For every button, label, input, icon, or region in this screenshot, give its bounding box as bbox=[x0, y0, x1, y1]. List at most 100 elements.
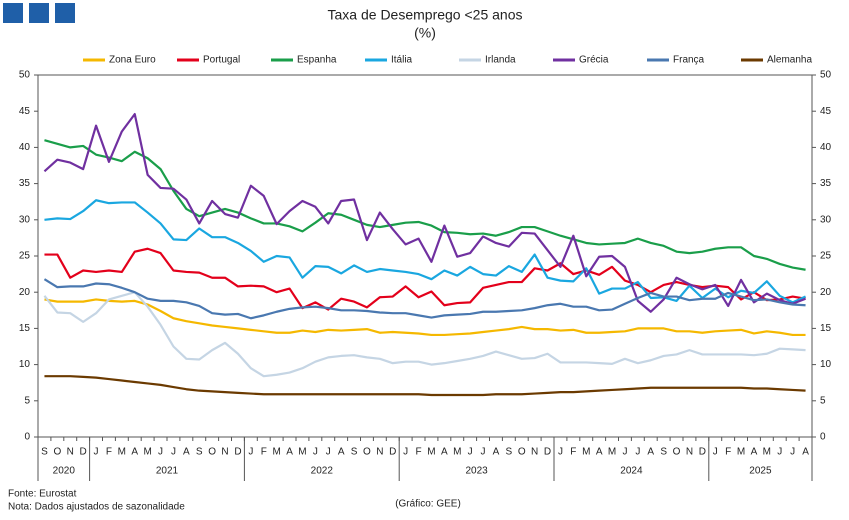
x-tick-label: J bbox=[326, 447, 331, 458]
x-tick-label: M bbox=[608, 447, 616, 458]
source: Fonte: Eurostat bbox=[8, 489, 77, 500]
x-tick-label: M bbox=[118, 447, 126, 458]
logo-block bbox=[29, 3, 49, 23]
chart-subtitle: (%) bbox=[414, 25, 436, 41]
x-group-label: 2023 bbox=[465, 466, 488, 477]
x-tick-label: J bbox=[94, 447, 99, 458]
series-line bbox=[43, 113, 806, 313]
x-tick-label: M bbox=[143, 447, 151, 458]
x-tick-label: M bbox=[298, 447, 306, 458]
x-tick-label: S bbox=[660, 447, 667, 458]
x-tick-label: A bbox=[802, 447, 809, 458]
x-tick-label: O bbox=[673, 447, 681, 458]
x-tick-label: A bbox=[751, 447, 758, 458]
x-tick-label: O bbox=[363, 447, 371, 458]
x-tick-label: F bbox=[725, 447, 731, 458]
x-tick-label: J bbox=[713, 447, 718, 458]
y-tick-label: 40 bbox=[19, 142, 31, 153]
x-tick-label: F bbox=[415, 447, 421, 458]
y-tick-label: 35 bbox=[19, 178, 31, 189]
y-tick-label: 50 bbox=[19, 70, 31, 81]
x-tick-label: M bbox=[582, 447, 590, 458]
y-tick-label: 20 bbox=[19, 287, 31, 298]
x-tick-label: O bbox=[208, 447, 216, 458]
x-tick-label: A bbox=[183, 447, 190, 458]
x-tick-label: M bbox=[453, 447, 461, 458]
x-tick-label: O bbox=[518, 447, 526, 458]
x-tick-label: J bbox=[171, 447, 176, 458]
series-line bbox=[44, 199, 807, 304]
legend-label: Portugal bbox=[203, 55, 240, 66]
series-line bbox=[43, 278, 806, 320]
x-tick-label: J bbox=[481, 447, 486, 458]
y-tick-label: 0 bbox=[24, 432, 30, 443]
x-tick-label: D bbox=[389, 447, 396, 458]
x-tick-label: F bbox=[261, 447, 267, 458]
x-tick-label: F bbox=[106, 447, 112, 458]
y2-tick-label: 15 bbox=[820, 323, 832, 334]
series-line bbox=[44, 139, 806, 271]
x-tick-label: J bbox=[248, 447, 253, 458]
x-tick-label: A bbox=[493, 447, 500, 458]
legend-label: Zona Euro bbox=[109, 55, 156, 66]
y2-tick-label: 50 bbox=[820, 70, 832, 81]
x-tick-label: J bbox=[622, 447, 627, 458]
x-tick-label: J bbox=[403, 447, 408, 458]
x-tick-label: A bbox=[647, 447, 654, 458]
y2-tick-label: 40 bbox=[820, 142, 832, 153]
x-tick-label: F bbox=[570, 447, 576, 458]
y2-tick-label: 45 bbox=[820, 106, 832, 117]
legend-label: Alemanha bbox=[767, 55, 812, 66]
y-tick-label: 45 bbox=[19, 106, 31, 117]
y2-tick-label: 30 bbox=[820, 214, 832, 225]
y2-tick-label: 10 bbox=[820, 359, 832, 370]
legend-label: Irlanda bbox=[485, 55, 516, 66]
x-tick-label: A bbox=[338, 447, 345, 458]
x-group-label: 2024 bbox=[620, 466, 643, 477]
logo-block bbox=[55, 3, 75, 23]
legend-label: Grécia bbox=[579, 55, 609, 66]
x-tick-label: J bbox=[313, 447, 318, 458]
series-line bbox=[44, 247, 806, 311]
x-tick-label: M bbox=[763, 447, 771, 458]
x-tick-label: N bbox=[376, 447, 383, 458]
x-group-label: 2020 bbox=[53, 466, 76, 477]
series-line bbox=[44, 375, 806, 397]
y-tick-label: 30 bbox=[19, 214, 31, 225]
x-tick-label: D bbox=[80, 447, 87, 458]
x-tick-label: D bbox=[699, 447, 706, 458]
y2-tick-label: 5 bbox=[820, 395, 826, 406]
y2-tick-label: 35 bbox=[820, 178, 832, 189]
x-tick-label: S bbox=[196, 447, 203, 458]
y-tick-label: 5 bbox=[24, 395, 30, 406]
x-tick-label: O bbox=[53, 447, 61, 458]
legend-label: Espanha bbox=[297, 55, 337, 66]
x-tick-label: D bbox=[544, 447, 551, 458]
x-tick-label: M bbox=[737, 447, 745, 458]
series-line bbox=[43, 291, 806, 378]
plot-frame bbox=[37, 74, 813, 438]
note: Nota: Dados ajustados de sazonalidade bbox=[8, 502, 185, 513]
x-tick-label: A bbox=[441, 447, 448, 458]
y-tick-label: 15 bbox=[19, 323, 31, 334]
legend-label: França bbox=[673, 55, 705, 66]
x-group-label: 2022 bbox=[311, 466, 334, 477]
x-group-label: 2025 bbox=[749, 466, 772, 477]
x-group-label: 2021 bbox=[156, 466, 179, 477]
x-tick-label: J bbox=[635, 447, 640, 458]
chart-title: Taxa de Desemprego <25 anos bbox=[328, 7, 523, 23]
y2-tick-label: 20 bbox=[820, 287, 832, 298]
x-tick-label: S bbox=[41, 447, 48, 458]
y2-tick-label: 25 bbox=[820, 251, 832, 262]
x-tick-label: D bbox=[234, 447, 241, 458]
x-tick-label: A bbox=[131, 447, 138, 458]
y-tick-label: 25 bbox=[19, 251, 31, 262]
x-tick-label: J bbox=[777, 447, 782, 458]
y-tick-label: 10 bbox=[19, 359, 31, 370]
x-tick-label: N bbox=[67, 447, 74, 458]
x-tick-label: S bbox=[506, 447, 513, 458]
logo-block bbox=[3, 3, 23, 23]
x-tick-label: M bbox=[427, 447, 435, 458]
credit: (Gráfico: GEE) bbox=[395, 499, 461, 510]
